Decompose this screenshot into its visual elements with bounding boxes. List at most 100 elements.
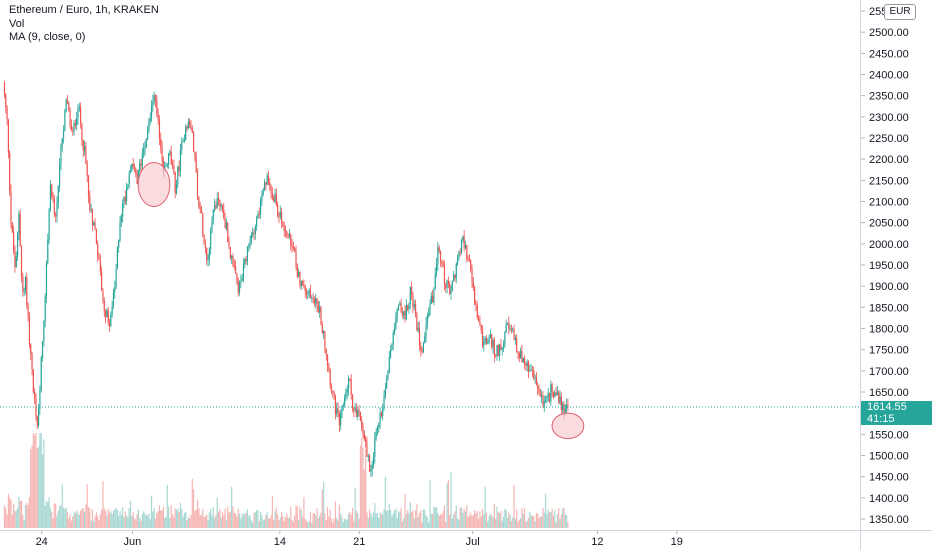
volume-bar — [235, 513, 237, 528]
candle-body — [108, 322, 111, 327]
candle-body — [342, 404, 344, 407]
volume-bar — [6, 514, 8, 528]
volume-bar — [95, 512, 97, 528]
candle-body — [30, 343, 32, 354]
price-axis[interactable]: 2550.002500.002450.002400.002350.002300.… — [860, 0, 932, 530]
candle-body — [177, 166, 179, 185]
volume-bar — [559, 518, 561, 528]
volume-bar — [509, 514, 511, 528]
candle-body — [317, 305, 319, 313]
time-axis[interactable]: 24 Jun 14 21 Jul 12 19 — [0, 530, 860, 550]
volume-bar — [76, 510, 78, 528]
candle-body — [56, 202, 58, 217]
candle-body — [308, 290, 310, 294]
volume-bar — [462, 512, 464, 528]
candle-body — [128, 173, 130, 185]
volume-bar — [365, 448, 367, 528]
volume-bar — [120, 514, 122, 528]
volume-bar — [228, 512, 230, 528]
volume-bar — [144, 513, 146, 528]
highlight-ellipse[interactable] — [551, 412, 585, 440]
candle-body — [27, 304, 29, 317]
candle-body — [267, 175, 270, 183]
legend-ma[interactable]: MA (9, close, 0) — [9, 31, 86, 43]
volume-bar — [320, 512, 322, 528]
volume-bar — [450, 471, 452, 528]
volume-bar — [229, 511, 231, 528]
currency-badge[interactable]: EUR — [884, 4, 916, 20]
volume-bar — [257, 510, 259, 528]
chart-pane[interactable] — [0, 0, 860, 530]
candle-body — [150, 105, 153, 119]
candle-body — [418, 328, 421, 346]
candle-body — [36, 416, 38, 426]
candle-body — [194, 151, 196, 158]
candle-body — [11, 222, 13, 233]
volume-bar — [451, 518, 453, 528]
legend-volume[interactable]: Vol — [9, 18, 25, 30]
volume-bar — [287, 517, 289, 528]
candle-body — [48, 209, 50, 241]
candle-body — [386, 379, 388, 389]
candle-body — [132, 164, 134, 167]
volume-bar — [303, 497, 305, 528]
volume-bar — [447, 479, 449, 528]
candle-body — [346, 389, 348, 393]
volume-bar — [374, 503, 376, 528]
volume-bar — [514, 518, 516, 528]
volume-bar — [560, 514, 562, 528]
volume-bar — [434, 507, 436, 528]
candle-body — [125, 187, 128, 202]
candle-body — [237, 280, 239, 293]
candle-body — [447, 280, 449, 284]
candle-body — [458, 252, 460, 259]
candle-body — [179, 149, 182, 172]
volume-bar — [215, 514, 217, 528]
volume-bar — [362, 447, 364, 528]
volume-bar — [345, 519, 347, 528]
candle-body — [73, 123, 75, 132]
volume-bar — [145, 515, 147, 528]
candle-body — [408, 303, 410, 310]
volume-bar — [140, 520, 142, 528]
candle-body — [496, 345, 498, 357]
volume-bar — [19, 501, 21, 528]
candle-body — [445, 284, 447, 288]
candle-body — [283, 226, 285, 231]
volume-bar — [78, 514, 80, 528]
candle-body — [61, 138, 63, 146]
volume-bar — [395, 508, 397, 528]
candle-body — [99, 259, 101, 272]
legend-symbol[interactable]: Ethereum / Euro, 1h, KRAKEN — [9, 4, 159, 16]
candle-body — [384, 388, 386, 397]
candle-body — [104, 310, 107, 318]
volume-bar — [204, 515, 207, 528]
highlight-ellipse[interactable] — [137, 162, 171, 208]
candle-body — [280, 211, 283, 223]
volume-bar — [256, 510, 258, 528]
volume-bar — [122, 507, 124, 528]
candle-body — [354, 408, 356, 411]
time-tick-label: 14 — [274, 536, 286, 548]
volume-bars — [3, 433, 569, 528]
volume-bar — [217, 511, 220, 528]
candle-body — [429, 304, 431, 314]
volume-bar — [216, 497, 218, 528]
volume-bar — [300, 509, 302, 528]
volume-bar — [389, 509, 392, 528]
candle-body — [80, 107, 82, 124]
candle-body — [173, 165, 175, 173]
candle-body — [183, 139, 185, 142]
volume-bar — [399, 512, 401, 528]
candle-body — [34, 391, 36, 399]
volume-bar — [333, 519, 335, 528]
volume-bar — [330, 518, 333, 528]
price-chart[interactable] — [0, 0, 860, 530]
candle-body — [329, 369, 331, 386]
volume-bar — [396, 517, 398, 528]
candle-body — [41, 341, 44, 358]
volume-bar — [77, 513, 79, 528]
candle-body — [411, 286, 413, 294]
volume-bar — [351, 507, 354, 528]
price-tick-label: 1400.00 — [869, 493, 909, 505]
